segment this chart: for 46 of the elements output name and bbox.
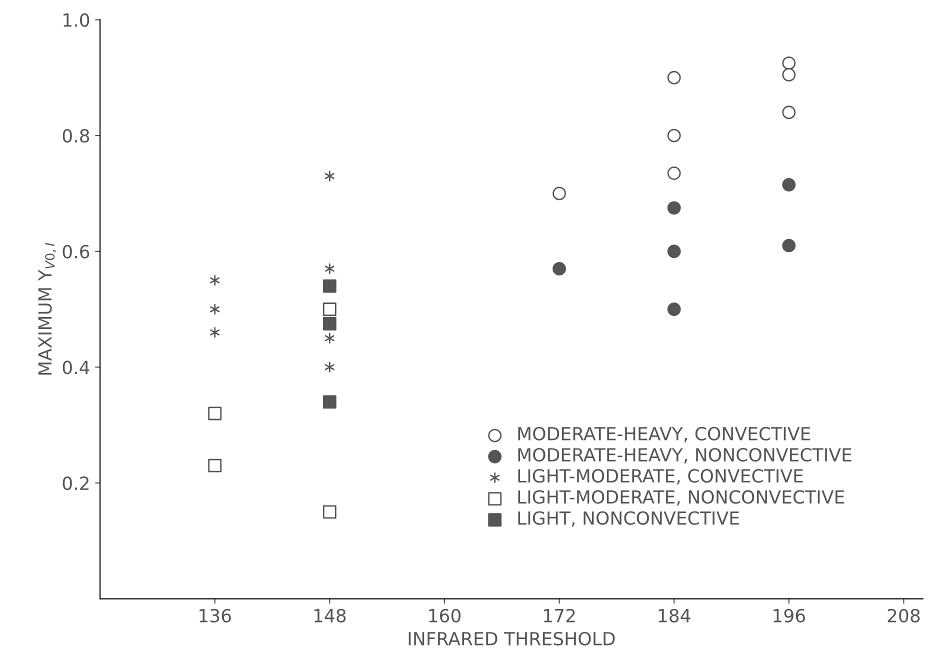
x-tick-label: 160 [429,608,461,622]
point [322,302,336,316]
point [782,68,796,82]
point [667,128,681,142]
y-axis-title: MAXIMUM Y$_{V0,I}$ [38,242,56,375]
point [782,56,796,70]
point [208,406,222,420]
legend-label: LIGHT, NONCONVECTIVE [518,511,739,527]
point [782,178,796,192]
x-tick-label: 148 [314,608,346,622]
point [667,201,681,215]
point [322,317,336,330]
y-tick-label: 0.6 [62,244,90,258]
point [552,262,566,276]
y-tick-label: 1.0 [64,13,90,27]
point [324,263,334,274]
point [322,279,336,293]
legend-label: LIGHT-MODERATE, CONVECTIVE [518,469,803,485]
point [210,327,220,338]
point [324,332,334,344]
point [667,70,681,84]
legend-label: MODERATE-HEAVY, CONVECTIVE [518,426,810,442]
x-tick-label: 208 [888,608,920,622]
legend-label: LIGHT-MODERATE, NONCONVECTIVE [518,490,844,506]
x-tick-label: 172 [544,608,575,622]
point [667,166,681,180]
y-tick-label: 0.2 [62,476,89,490]
y-tick-label: 0.8 [62,129,90,143]
x-axis-title: INFRARED THRESHOLD [408,632,615,646]
y-tick-label: 0.4 [62,360,90,374]
point [782,238,796,252]
point [210,274,220,286]
x-tick-label: 196 [774,608,805,622]
point [782,106,796,120]
point [322,395,336,409]
point [208,458,222,472]
point [667,302,681,316]
x-tick-label: 136 [200,608,231,622]
point [552,186,566,200]
point [322,505,336,519]
legend-label: MODERATE-HEAVY, NONCONVECTIVE [518,448,852,464]
point [210,304,220,315]
x-tick-label: 184 [658,608,690,622]
point [324,170,334,182]
point [324,362,334,373]
point [667,244,681,258]
